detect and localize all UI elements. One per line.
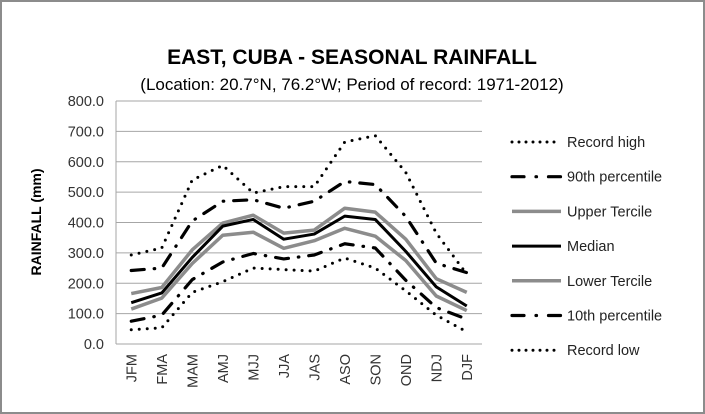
x-tick-label: JFM bbox=[124, 354, 140, 382]
series-lines bbox=[129, 134, 469, 334]
x-tick-label: ASO bbox=[338, 354, 354, 385]
x-tick-labels: JFM FMA MAM AMJ MJJ JJA JAS ASO SON OND NDJ DJF bbox=[124, 354, 476, 388]
series-upper-tercile bbox=[130, 206, 468, 296]
legend-label: 10th percentile bbox=[567, 309, 662, 325]
legend-label: Upper Tercile bbox=[567, 204, 652, 220]
legend-label: Lower Tercile bbox=[567, 274, 652, 290]
y-tick-label: 0.0 bbox=[84, 337, 104, 353]
y-tick-label: 600.0 bbox=[68, 155, 104, 171]
x-tick-label: NDJ bbox=[429, 354, 445, 382]
x-tick-label: SON bbox=[368, 354, 384, 385]
y-tick-label: 400.0 bbox=[68, 216, 104, 232]
y-tick-label: 700.0 bbox=[68, 124, 104, 140]
series-median bbox=[130, 214, 468, 308]
series-90th-percentile bbox=[129, 179, 469, 275]
chart-subtitle: (Location: 20.7°N, 76.2°W; Period of rec… bbox=[140, 75, 563, 94]
legend: Record high 90th percentile Upper Tercile M… bbox=[510, 135, 662, 359]
x-tick-label: MJJ bbox=[246, 354, 262, 381]
legend-label: Record high bbox=[567, 135, 645, 151]
y-tick-label: 500.0 bbox=[68, 185, 104, 201]
y-tick-label: 300.0 bbox=[68, 246, 104, 262]
y-tick-label: 200.0 bbox=[68, 276, 104, 292]
x-tick-label: OND bbox=[399, 354, 415, 386]
x-tick-label: JAS bbox=[307, 354, 323, 381]
series-10th-percentile bbox=[129, 242, 469, 323]
x-tick-label: AMJ bbox=[216, 354, 232, 383]
gridlines bbox=[115, 100, 482, 345]
x-tick-label: JJA bbox=[277, 354, 293, 379]
y-tick-labels: 0.0 100.0 200.0 300.0 400.0 500.0 600.0 700.0 80… bbox=[68, 94, 104, 353]
legend-label: 90th percentile bbox=[567, 170, 662, 186]
y-tick-label: 800.0 bbox=[68, 94, 104, 110]
x-tick-label: FMA bbox=[155, 354, 171, 385]
y-axis-label: RAINFALL (mm) bbox=[28, 168, 44, 275]
chart-title: EAST, CUBA - SEASONAL RAINFALL bbox=[167, 46, 537, 69]
y-tick-label: 100.0 bbox=[68, 307, 104, 323]
legend-label: Median bbox=[567, 239, 615, 255]
x-tick-label: DJF bbox=[460, 354, 476, 381]
x-tick-label: MAM bbox=[185, 354, 201, 388]
series-lower-tercile bbox=[130, 226, 468, 313]
legend-label: Record low bbox=[567, 343, 640, 359]
